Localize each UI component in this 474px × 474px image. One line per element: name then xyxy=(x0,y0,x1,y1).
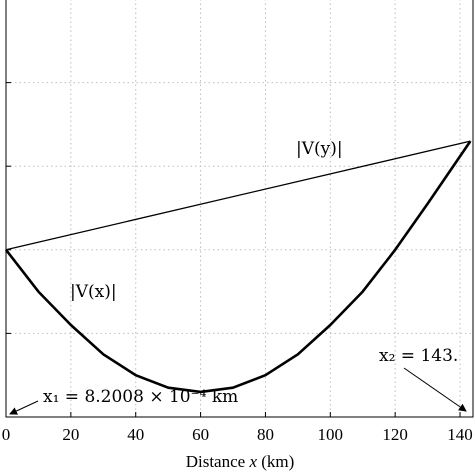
grid xyxy=(6,0,473,417)
x-tick-label: 120 xyxy=(382,425,408,444)
annotation-x1-arrow xyxy=(9,400,39,415)
x-axis-label: Distance x (km) xyxy=(186,452,295,471)
y-ticks xyxy=(6,82,11,334)
annotation-x2-arrow xyxy=(403,367,467,412)
x-tick-label: 100 xyxy=(318,425,344,444)
series-label-vx: |V(x)| xyxy=(70,282,117,302)
series-lines xyxy=(4,140,472,394)
series-label-vy: |V(y)| xyxy=(296,139,343,159)
series-line-vy xyxy=(5,140,471,251)
annotation-x2: x₂ = 143. xyxy=(379,346,458,366)
x-tick-label: 140 xyxy=(447,425,473,444)
annotation-x1: x₁ = 8.2008 × 10⁻⁴ km xyxy=(43,387,238,407)
series-line-vx xyxy=(4,140,472,394)
x-tick-label: 0 xyxy=(2,425,11,444)
x-tick-labels: 0 20 40 60 80 100 120 140 xyxy=(2,425,473,444)
x-tick-label: 80 xyxy=(257,425,274,444)
x-tick-label: 40 xyxy=(127,425,144,444)
x-tick-label: 60 xyxy=(192,425,209,444)
x-ticks xyxy=(5,412,461,417)
plot-frame xyxy=(5,0,474,418)
x-tick-label: 20 xyxy=(62,425,79,444)
